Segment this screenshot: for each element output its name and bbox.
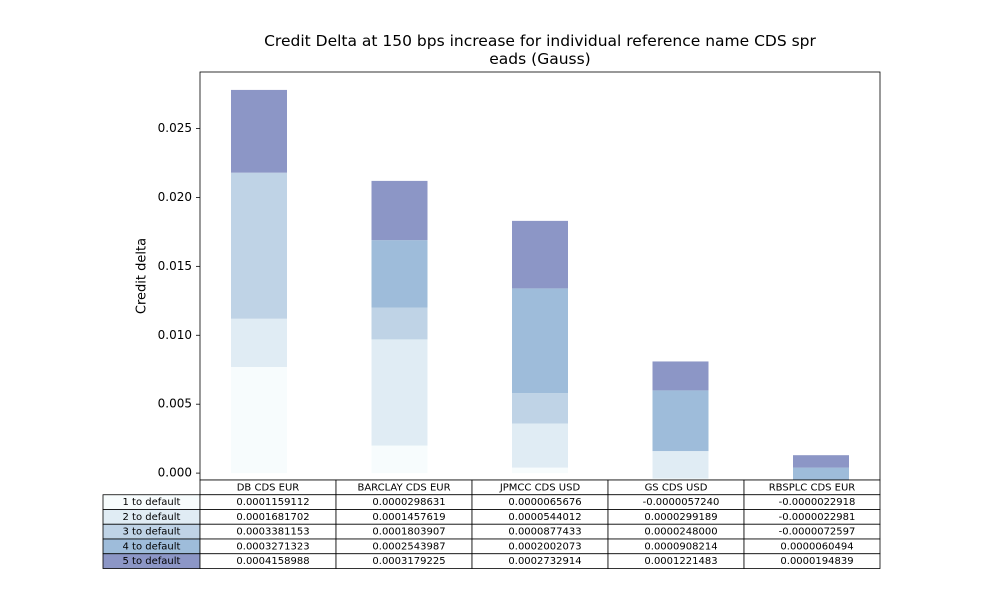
table-cell-text: 0.0001159112 bbox=[236, 497, 309, 508]
bar-segment bbox=[512, 393, 568, 424]
table-cell-text: 0.0000065676 bbox=[508, 497, 581, 508]
table-cell-text: 0.0000248000 bbox=[644, 527, 717, 538]
y-tick-label: 0.000 bbox=[158, 466, 192, 480]
y-tick-label: 0.005 bbox=[158, 397, 192, 411]
bar-segment bbox=[231, 318, 287, 367]
table-cell-text: 0.0000298631 bbox=[372, 497, 445, 508]
y-tick-label: 0.010 bbox=[158, 328, 192, 342]
table-column-header: RBSPLC CDS EUR bbox=[769, 482, 856, 493]
table-cell-text: 0.0001457619 bbox=[372, 512, 445, 523]
table-column-header: DB CDS EUR bbox=[237, 482, 300, 493]
table-cell-text: 0.0002543987 bbox=[372, 541, 445, 552]
y-tick-label: 0.020 bbox=[158, 190, 192, 204]
bar-segment bbox=[512, 467, 568, 474]
table-cell-text: 0.0001221483 bbox=[644, 556, 717, 567]
table-column-header: GS CDS USD bbox=[645, 482, 708, 493]
table-cell-text: 0.0003179225 bbox=[372, 556, 445, 567]
table-cell-text: 0.0000908214 bbox=[644, 541, 717, 552]
legend-label: 4 to default bbox=[123, 541, 181, 552]
bar-segment bbox=[512, 423, 568, 468]
bar-segment bbox=[371, 240, 428, 308]
bar-segment bbox=[371, 180, 428, 241]
table-cell bbox=[743, 553, 881, 569]
table-cell-text: 0.0003271323 bbox=[236, 541, 309, 552]
table-column-header: JPMCC CDS USD bbox=[499, 482, 581, 493]
table-cell-text: 0.0001803907 bbox=[372, 527, 445, 538]
table-cell-text: -0.0000022981 bbox=[779, 512, 856, 523]
bar-segment bbox=[652, 361, 709, 391]
bar-segment bbox=[231, 172, 287, 319]
table-cell-text: -0.0000072597 bbox=[779, 527, 856, 538]
table-column-header: BARCLAY CDS EUR bbox=[357, 482, 450, 493]
legend-label: 3 to default bbox=[123, 527, 181, 538]
table-cell-text: 0.0000060494 bbox=[780, 541, 853, 552]
table-cell-text: -0.0000022918 bbox=[779, 497, 856, 508]
table-cell-text: 0.0000299189 bbox=[644, 512, 717, 523]
table-cell-text: 0.0002732914 bbox=[508, 556, 581, 567]
bar-segment bbox=[793, 455, 849, 468]
table-cell-text: 0.0003381153 bbox=[236, 527, 309, 538]
bar-segment bbox=[512, 220, 568, 289]
bar-segment bbox=[231, 89, 287, 173]
bar-segment bbox=[371, 307, 428, 340]
y-tick-label: 0.015 bbox=[158, 259, 192, 273]
bar-segment bbox=[652, 451, 709, 479]
table-cell-text: 0.0000877433 bbox=[508, 527, 581, 538]
bar-segment bbox=[652, 390, 709, 452]
y-tick-label: 0.025 bbox=[158, 121, 192, 135]
y-axis-label: Credit delta bbox=[135, 238, 150, 314]
bar-segment bbox=[371, 339, 428, 446]
table-cell-text: 0.0001681702 bbox=[236, 512, 309, 523]
table-cell-text: 0.0000544012 bbox=[508, 512, 581, 523]
bar-segment bbox=[371, 445, 428, 474]
bar-segment bbox=[512, 288, 568, 394]
table-cell-text: 0.0000194839 bbox=[780, 556, 853, 567]
legend-label: 5 to default bbox=[123, 556, 181, 567]
table-cell-text: -0.0000057240 bbox=[643, 497, 720, 508]
legend-label: 2 to default bbox=[123, 512, 181, 523]
chart-title: Credit Delta at 150 bps increase for ind… bbox=[264, 32, 816, 68]
legend-label: 1 to default bbox=[123, 497, 181, 508]
table-cell-text: 0.0004158988 bbox=[236, 556, 309, 567]
bar-segment bbox=[231, 366, 287, 474]
table-cell-text: 0.0002002073 bbox=[508, 541, 581, 552]
